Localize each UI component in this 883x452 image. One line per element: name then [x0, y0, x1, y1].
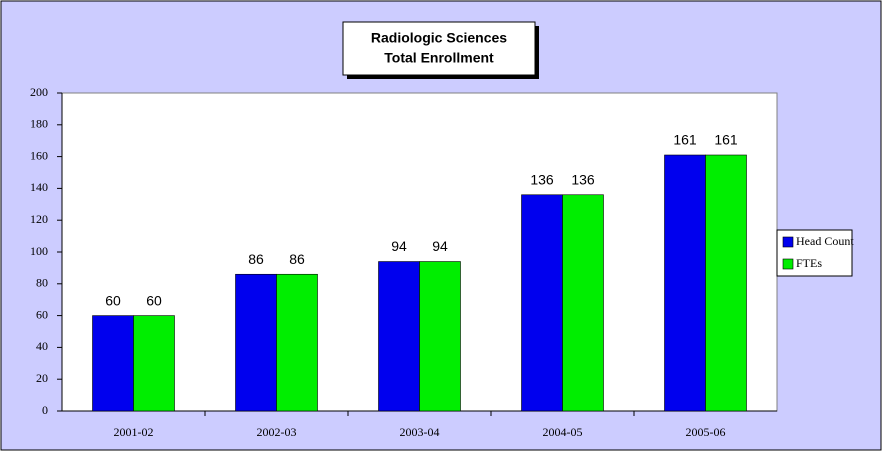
bar — [705, 154, 747, 412]
bar — [235, 273, 277, 412]
y-tick-label: 40 — [36, 339, 48, 353]
bar — [562, 194, 604, 412]
legend-swatch — [782, 236, 794, 248]
data-label: 60 — [105, 292, 121, 308]
bar — [419, 261, 461, 412]
x-tick-label: 2004-05 — [543, 425, 583, 439]
x-tick-label: 2002-03 — [257, 425, 297, 439]
bar — [276, 273, 318, 412]
x-tick-label: 2003-04 — [400, 425, 440, 439]
data-label: 161 — [673, 132, 697, 148]
y-tick-label: 160 — [30, 148, 48, 162]
y-tick-label: 80 — [36, 276, 48, 290]
bar — [92, 315, 134, 412]
chart-title: Total Enrollment — [384, 50, 494, 66]
x-tick-label: 2005-06 — [686, 425, 726, 439]
title-box — [342, 21, 536, 76]
bar — [521, 194, 563, 412]
y-tick-label: 60 — [36, 307, 48, 321]
y-tick-label: 140 — [30, 180, 48, 194]
y-tick-label: 0 — [42, 403, 48, 417]
y-tick-label: 180 — [30, 117, 48, 131]
data-label: 86 — [289, 251, 305, 267]
data-label: 86 — [248, 251, 264, 267]
y-tick-label: 20 — [36, 371, 48, 385]
y-tick-label: 120 — [30, 212, 48, 226]
data-label: 94 — [391, 238, 407, 254]
data-label: 60 — [146, 292, 162, 308]
bar — [378, 261, 420, 412]
data-label: 136 — [571, 171, 595, 187]
chart-title: Radiologic Sciences — [371, 30, 507, 46]
legend-label: FTEs — [796, 256, 822, 270]
data-label: 94 — [432, 238, 448, 254]
data-label: 136 — [530, 171, 554, 187]
x-tick-label: 2001-02 — [114, 425, 154, 439]
bar — [133, 315, 175, 412]
legend-swatch — [782, 258, 794, 270]
y-tick-label: 100 — [30, 244, 48, 258]
bar — [664, 154, 706, 412]
data-label: 161 — [714, 132, 738, 148]
legend-label: Head Count — [796, 234, 854, 248]
y-tick-label: 200 — [30, 85, 48, 99]
